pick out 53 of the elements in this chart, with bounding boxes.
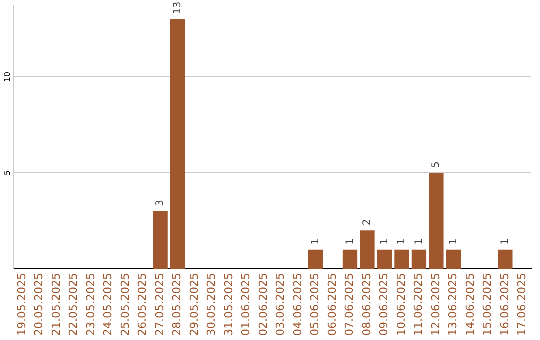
x-tick-label: 06.06.2025 <box>326 273 339 336</box>
x-tick-label: 11.06.2025 <box>412 273 426 336</box>
x-tick-label: 20.05.2025 <box>32 273 46 336</box>
x-tick-label: 28.05.2025 <box>170 273 184 336</box>
data-label: 1 <box>448 238 460 245</box>
data-label: 1 <box>310 238 322 245</box>
bar <box>377 250 392 270</box>
data-label: 1 <box>500 238 512 245</box>
bar <box>412 250 427 270</box>
x-tick-label: 29.05.2025 <box>188 273 201 336</box>
bar <box>394 250 410 270</box>
bar <box>429 173 444 270</box>
x-tick-label: 04.06.2025 <box>291 273 304 336</box>
bar <box>446 250 462 270</box>
x-tick-label: 05.06.2025 <box>308 273 322 336</box>
x-tick-label: 25.05.2025 <box>118 273 132 336</box>
x-tick-label: 10.06.2025 <box>394 273 408 336</box>
bar <box>342 250 358 270</box>
x-tick-label: 07.06.2025 <box>343 273 356 336</box>
bar <box>308 250 324 270</box>
x-tick-label: 14.06.2025 <box>464 273 477 336</box>
x-tick-label: 09.06.2025 <box>378 273 391 336</box>
y-tick-label: 10 <box>3 72 12 82</box>
bar <box>153 211 168 270</box>
x-tick-label: 01.06.2025 <box>240 273 253 336</box>
x-tick-label: 22.05.2025 <box>67 273 80 336</box>
x-tick-label: 08.06.2025 <box>360 273 374 336</box>
bar <box>498 250 513 270</box>
x-tick-label: 31.05.2025 <box>222 273 236 336</box>
x-tick-label: 27.05.2025 <box>153 273 166 336</box>
x-tick-label: 23.05.2025 <box>84 273 98 336</box>
data-label: 1 <box>414 238 425 245</box>
data-label: 2 <box>362 219 374 226</box>
data-label: 13 <box>172 2 184 14</box>
x-tick-label: 16.06.2025 <box>498 273 512 336</box>
x-tick-label: 21.05.2025 <box>50 273 63 336</box>
x-tick-label: 03.06.2025 <box>274 273 288 336</box>
data-label: 1 <box>396 238 408 245</box>
x-tick-label: 26.05.2025 <box>136 273 150 336</box>
x-tick-label: 15.06.2025 <box>481 273 494 336</box>
data-label: 1 <box>344 238 356 245</box>
x-tick-label: 24.05.2025 <box>102 273 115 336</box>
x-tick-label: 17.06.2025 <box>516 273 529 336</box>
x-tick-label: 30.05.2025 <box>205 273 218 336</box>
bar <box>170 19 186 270</box>
x-tick-label: 12.06.2025 <box>429 273 442 336</box>
x-tick-label: 02.06.2025 <box>256 273 270 336</box>
data-label: 5 <box>431 162 442 168</box>
data-label: 1 <box>379 238 390 245</box>
x-tick-label: 13.06.2025 <box>446 273 460 336</box>
x-tick-label: 19.05.2025 <box>15 273 28 336</box>
data-label: 3 <box>155 200 166 206</box>
bar <box>360 230 375 270</box>
